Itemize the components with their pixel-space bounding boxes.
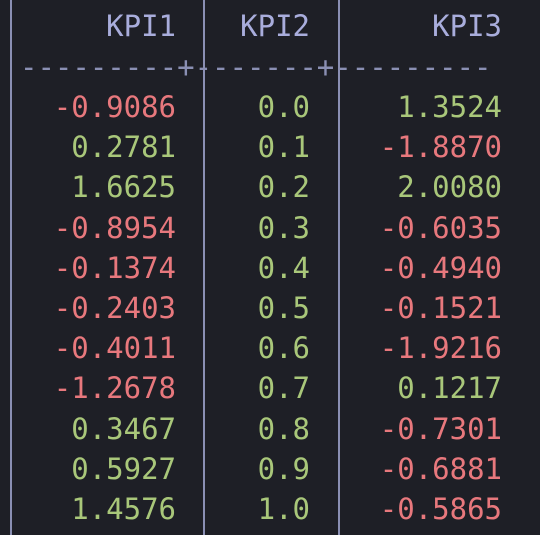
table-cell-kpi1: -0.1374	[53, 250, 176, 285]
header-kpi3: KPI3	[432, 9, 502, 43]
table-cell-kpi3: -0.6881	[379, 451, 502, 486]
table-row: -0.2403 0.5 -0.1521	[0, 288, 540, 328]
table-cell-kpi2: 0.2	[257, 170, 310, 205]
header-separator: ---------+-------+---------	[20, 52, 492, 82]
table-cell-kpi2: 0.7	[257, 371, 310, 406]
table-cell-kpi1: -0.9086	[53, 90, 176, 124]
table-cell-kpi3: 1.3524	[397, 90, 502, 124]
table-cell-kpi3: 2.0080	[397, 170, 502, 205]
table-cell-kpi1: 1.4576	[71, 492, 176, 526]
table-cell-kpi1: -1.2678	[53, 371, 176, 406]
table-cell-kpi2: 0.8	[257, 411, 310, 446]
table-row: -0.9086 0.0 1.3524	[0, 87, 540, 127]
table-cell-kpi1: 0.3467	[71, 411, 176, 446]
table-cell-kpi2: 0.3	[257, 210, 310, 245]
table-cell-kpi2: 0.5	[257, 291, 310, 325]
table-cell-kpi3: -0.4940	[379, 250, 502, 285]
table-cell-kpi2: 1.0	[257, 492, 310, 526]
table-row: -0.4011 0.6 -1.9216	[0, 328, 540, 368]
table-cell-kpi2: 0.1	[257, 130, 310, 165]
table-cell-kpi1: -0.8954	[53, 210, 176, 245]
table-cell-kpi3: -1.9216	[379, 331, 502, 366]
table-cell-kpi3: -1.8870	[379, 130, 502, 165]
column-divider-1	[203, 0, 205, 535]
table-row: -0.1374 0.4 -0.4940	[0, 248, 540, 288]
table-left-border	[10, 0, 12, 535]
table-cell-kpi2: 0.6	[257, 331, 310, 366]
table-cell-kpi1: 1.6625	[71, 170, 176, 205]
table-cell-kpi1: -0.4011	[53, 331, 176, 366]
table-row: 0.3467 0.8 -0.7301	[0, 409, 540, 449]
table-cell-kpi3: -0.6035	[379, 210, 502, 245]
table-cell-kpi1: 0.5927	[71, 451, 176, 486]
table-cell-kpi2: 0.0	[257, 90, 310, 124]
table-cell-kpi3: -0.5865	[379, 492, 502, 526]
table-cell-kpi3: -0.7301	[379, 411, 502, 446]
table-cell-kpi2: 0.4	[257, 250, 310, 285]
table-row: -0.8954 0.3 -0.6035	[0, 208, 540, 248]
table-cell-kpi1: -0.2403	[53, 291, 176, 325]
table-row: 1.6625 0.2 2.0080	[0, 167, 540, 207]
table-row: 1.4576 1.0 -0.5865	[0, 489, 540, 529]
table-row: 0.2781 0.1 -1.8870	[0, 127, 540, 167]
table-cell-kpi2: 0.9	[257, 451, 310, 486]
header-kpi2: KPI2	[240, 9, 310, 43]
column-divider-2	[338, 0, 340, 535]
table-row: 0.5927 0.9 -0.6881	[0, 449, 540, 489]
table-cell-kpi3: -0.1521	[379, 291, 502, 325]
table-cell-kpi1: 0.2781	[71, 130, 176, 165]
table-row: -1.2678 0.7 0.1217	[0, 368, 540, 408]
header-kpi1: KPI1	[106, 9, 176, 43]
table-cell-kpi3: 0.1217	[397, 371, 502, 406]
